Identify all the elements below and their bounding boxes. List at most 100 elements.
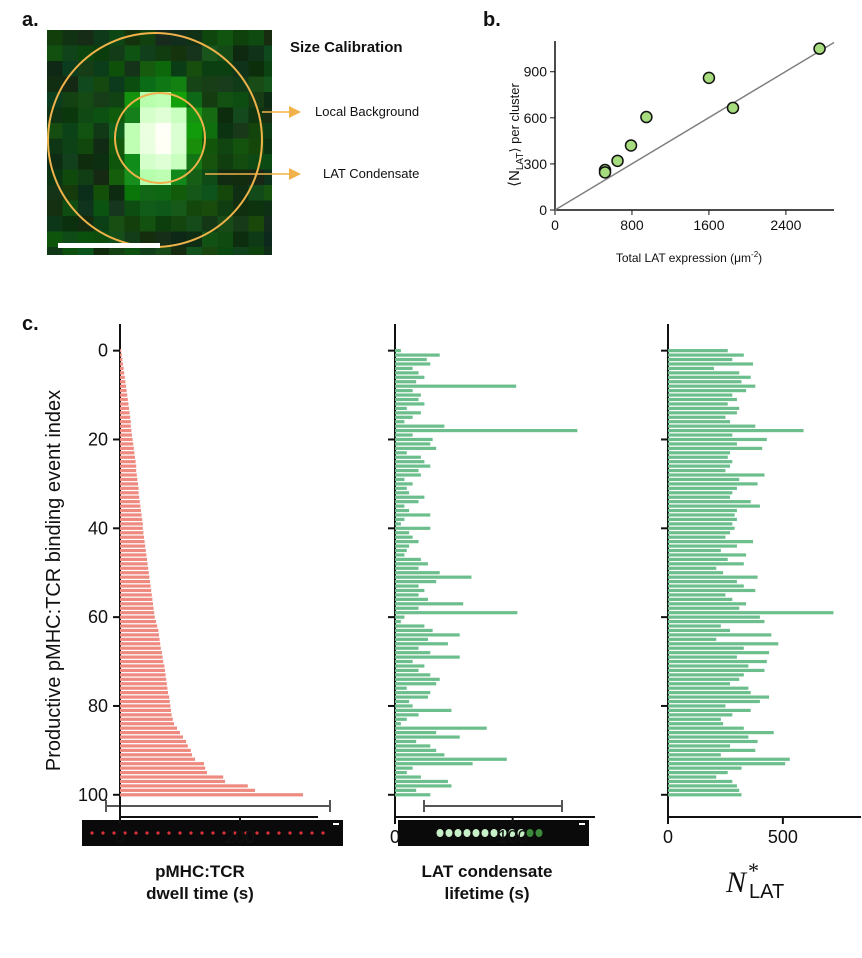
bar — [120, 349, 122, 353]
pixel — [109, 92, 125, 108]
bar — [395, 748, 437, 752]
bar — [668, 371, 740, 375]
bar — [395, 659, 413, 664]
kymo-dot — [189, 831, 193, 835]
bar — [668, 411, 737, 415]
panel-label: c. — [22, 313, 39, 335]
bar — [395, 548, 407, 553]
bar — [120, 628, 159, 633]
bar — [120, 357, 123, 362]
bar — [668, 793, 742, 797]
bar — [395, 455, 421, 459]
bar — [668, 651, 770, 655]
bar — [120, 624, 158, 628]
pixel — [109, 247, 125, 255]
pixel — [78, 107, 94, 124]
x-tick-label: 100 — [498, 827, 528, 847]
label-part: * — [747, 858, 758, 883]
bar — [120, 677, 167, 681]
kymograph-dots — [90, 823, 585, 837]
bar — [395, 371, 419, 375]
bar — [395, 557, 421, 561]
pixel — [140, 107, 156, 124]
bar — [120, 584, 151, 588]
pixel — [233, 30, 249, 46]
bar — [120, 708, 171, 713]
pixel — [140, 123, 156, 139]
pixel — [78, 216, 94, 232]
bar — [120, 722, 174, 726]
bar — [668, 588, 756, 593]
bar — [668, 491, 733, 495]
pixel — [62, 92, 79, 108]
bar — [668, 468, 726, 473]
bar — [395, 739, 417, 744]
kymo-dot — [222, 831, 226, 835]
pixel — [202, 138, 218, 155]
bar — [120, 793, 303, 797]
pixel — [155, 76, 172, 93]
bar — [668, 437, 767, 442]
pixel — [233, 247, 249, 255]
pixel — [248, 185, 265, 201]
pixel — [248, 154, 265, 170]
bar — [120, 775, 224, 779]
kymo-dot — [535, 829, 543, 837]
pixel — [217, 200, 234, 217]
bar — [395, 349, 401, 353]
bar — [395, 699, 410, 704]
bar — [120, 371, 125, 375]
pixel — [78, 247, 94, 255]
pixel — [248, 200, 265, 217]
panel-label: b. — [483, 9, 501, 31]
pixel — [233, 45, 249, 62]
bar — [668, 655, 737, 659]
bar — [668, 575, 758, 579]
pixel — [155, 200, 172, 217]
bar — [395, 504, 405, 508]
bar — [668, 362, 754, 366]
pixel — [109, 216, 125, 232]
bar — [668, 553, 747, 557]
pixel — [264, 154, 272, 170]
pixel — [124, 169, 141, 186]
bar — [395, 762, 473, 766]
pixel — [202, 107, 218, 124]
pixel — [155, 138, 172, 155]
bar — [668, 775, 717, 779]
bar — [120, 788, 255, 792]
bar — [395, 615, 405, 619]
pixel — [264, 61, 272, 77]
bar — [120, 384, 126, 388]
bar — [120, 460, 136, 464]
bar — [120, 682, 167, 686]
bar — [395, 717, 407, 721]
pixel — [62, 216, 79, 232]
point — [624, 139, 638, 152]
bar — [120, 433, 132, 437]
pixel — [248, 76, 265, 93]
pixel — [109, 107, 125, 124]
pixel — [155, 45, 172, 62]
pixel — [140, 216, 156, 232]
bar — [395, 575, 472, 579]
bar — [668, 770, 728, 775]
bar — [120, 380, 126, 384]
bar — [395, 544, 410, 548]
bar — [668, 633, 772, 637]
pixel — [124, 200, 141, 217]
bar — [120, 389, 127, 393]
bar — [120, 451, 135, 455]
kymo-dot — [134, 831, 138, 835]
bar — [120, 779, 225, 784]
kymo-dot — [299, 831, 303, 835]
bar — [120, 446, 134, 450]
pixel — [155, 185, 172, 201]
bar — [668, 375, 751, 379]
pixel — [217, 107, 234, 124]
kymo-dot — [244, 831, 248, 835]
bar — [120, 602, 153, 606]
bar — [668, 420, 731, 424]
bar — [120, 553, 147, 557]
pixel — [47, 216, 63, 232]
